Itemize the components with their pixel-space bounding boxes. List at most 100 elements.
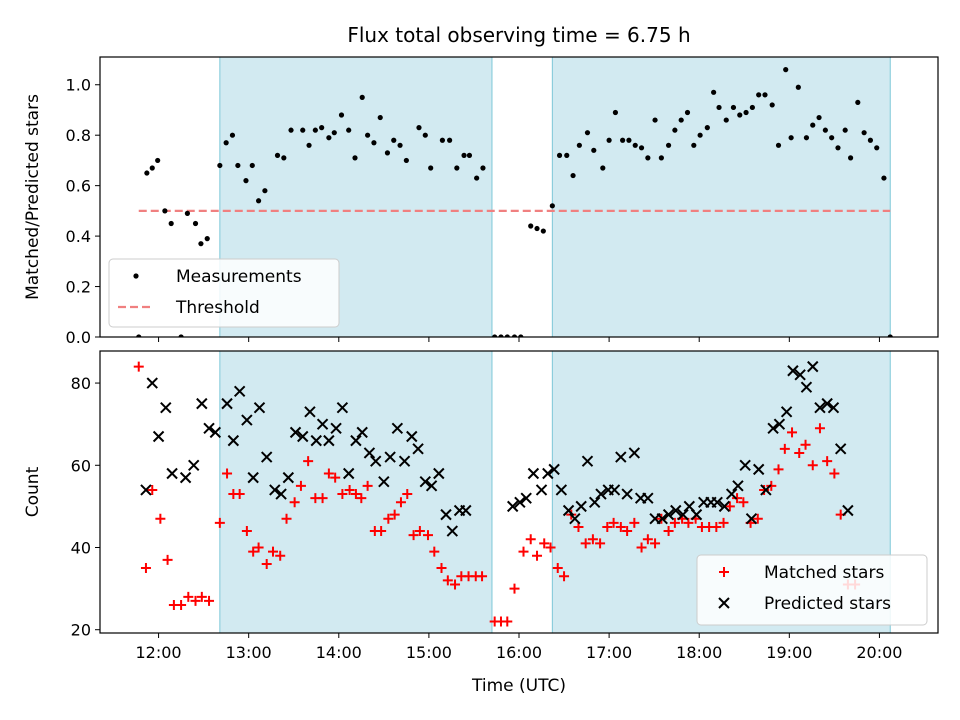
point-1-48: [520, 492, 532, 504]
point-0-86: [743, 109, 749, 116]
point-0-42: [422, 530, 433, 541]
point-1-45: [460, 504, 472, 517]
x-tick-label-6: 18:00: [676, 643, 722, 662]
point-0-48: [480, 165, 486, 171]
x-axis-label: Time (UTC): [471, 676, 566, 696]
point-0-68: [608, 517, 619, 528]
y-tick-label-5: 1.0: [66, 76, 91, 95]
point-0-28: [338, 112, 345, 118]
point-1-9: [209, 426, 222, 439]
point-0-74: [650, 538, 661, 549]
point-0-35: [376, 526, 387, 537]
point-0-47: [474, 175, 480, 181]
point-1-35: [391, 422, 404, 434]
point-0-58: [539, 538, 550, 549]
point-0-59: [545, 542, 556, 553]
point-0-79: [697, 132, 703, 138]
point-0-77: [669, 517, 680, 528]
point-1-16: [260, 451, 273, 463]
point-0-26: [317, 493, 328, 504]
point-1-91: [814, 402, 826, 414]
point-0-67: [620, 137, 626, 143]
point-1-43: [446, 525, 459, 537]
point-0-1: [144, 170, 150, 176]
point-0-93: [779, 443, 790, 454]
point-0-32: [365, 132, 371, 138]
point-0-95: [803, 135, 810, 141]
point-0-94: [787, 427, 798, 438]
x-tick-label-1: 13:00: [226, 643, 272, 662]
point-1-59: [595, 488, 607, 500]
point-0-105: [867, 137, 874, 143]
point-0-71: [645, 155, 651, 161]
x-tick-label-0: 12:00: [136, 643, 182, 662]
y-tick-label-2: 60: [71, 456, 91, 475]
point-0-41: [428, 165, 434, 171]
point-0-20: [275, 550, 286, 561]
point-1-38: [412, 443, 424, 455]
legend-label-0: Measurements: [176, 267, 302, 287]
point-1-76: [711, 496, 723, 508]
point-0-57: [532, 550, 543, 561]
point-0-50: [498, 334, 504, 337]
point-0-85: [724, 501, 735, 512]
point-1-36: [398, 455, 411, 467]
point-0-53: [502, 616, 513, 627]
point-1-12: [233, 385, 246, 397]
point-1-81: [745, 513, 758, 525]
point-1-39: [419, 476, 431, 488]
point-1-20: [289, 426, 302, 439]
point-0-98: [814, 423, 825, 434]
point-1-13: [241, 414, 253, 426]
point-1-47: [514, 496, 526, 508]
point-1-8: [203, 422, 215, 434]
point-0-64: [580, 538, 591, 549]
point-0-83: [723, 117, 729, 123]
point-0-21: [281, 513, 292, 524]
point-0-62: [584, 130, 591, 136]
point-1-62: [615, 451, 627, 463]
point-0-99: [822, 456, 833, 467]
point-1-18: [275, 488, 287, 500]
point-0-30: [352, 155, 358, 161]
point-1-31: [363, 447, 376, 459]
point-0-87: [749, 104, 755, 111]
point-0-14: [234, 489, 245, 500]
point-1-63: [621, 488, 633, 500]
point-1-11: [227, 434, 240, 447]
point-0-99: [829, 135, 835, 141]
x-tick-label-8: 20:00: [856, 643, 902, 662]
point-0-36: [383, 513, 394, 524]
point-1-68: [656, 513, 668, 525]
point-1-34: [384, 451, 396, 463]
point-0-37: [389, 509, 400, 520]
point-0-2: [147, 484, 158, 495]
shaded-span-0: [219, 351, 493, 633]
point-0-45: [442, 575, 453, 586]
legend-label-1: Threshold: [175, 298, 260, 318]
point-0-103: [855, 99, 861, 106]
point-1-5: [179, 471, 192, 484]
point-0-30: [344, 484, 355, 495]
point-0-42: [439, 137, 446, 143]
point-1-42: [440, 508, 452, 521]
point-0-102: [847, 155, 854, 161]
point-0-84: [718, 517, 729, 528]
point-0-73: [658, 155, 664, 161]
point-0-7: [183, 591, 194, 602]
point-0-46: [450, 579, 461, 590]
point-0-10: [204, 236, 210, 242]
legend-label-1: Predicted stars: [764, 594, 891, 614]
y-tick-label-3: 80: [71, 374, 91, 393]
point-0-92: [773, 464, 784, 475]
point-1-71: [677, 508, 689, 521]
point-0-39: [416, 125, 422, 131]
point-1-57: [581, 455, 594, 467]
point-0-61: [559, 571, 570, 582]
point-1-50: [535, 484, 548, 496]
point-0-60: [552, 563, 563, 574]
point-0-67: [602, 521, 613, 532]
point-0-40: [422, 132, 428, 138]
y-tick-label-3: 0.6: [66, 177, 91, 196]
point-0-71: [629, 517, 640, 528]
